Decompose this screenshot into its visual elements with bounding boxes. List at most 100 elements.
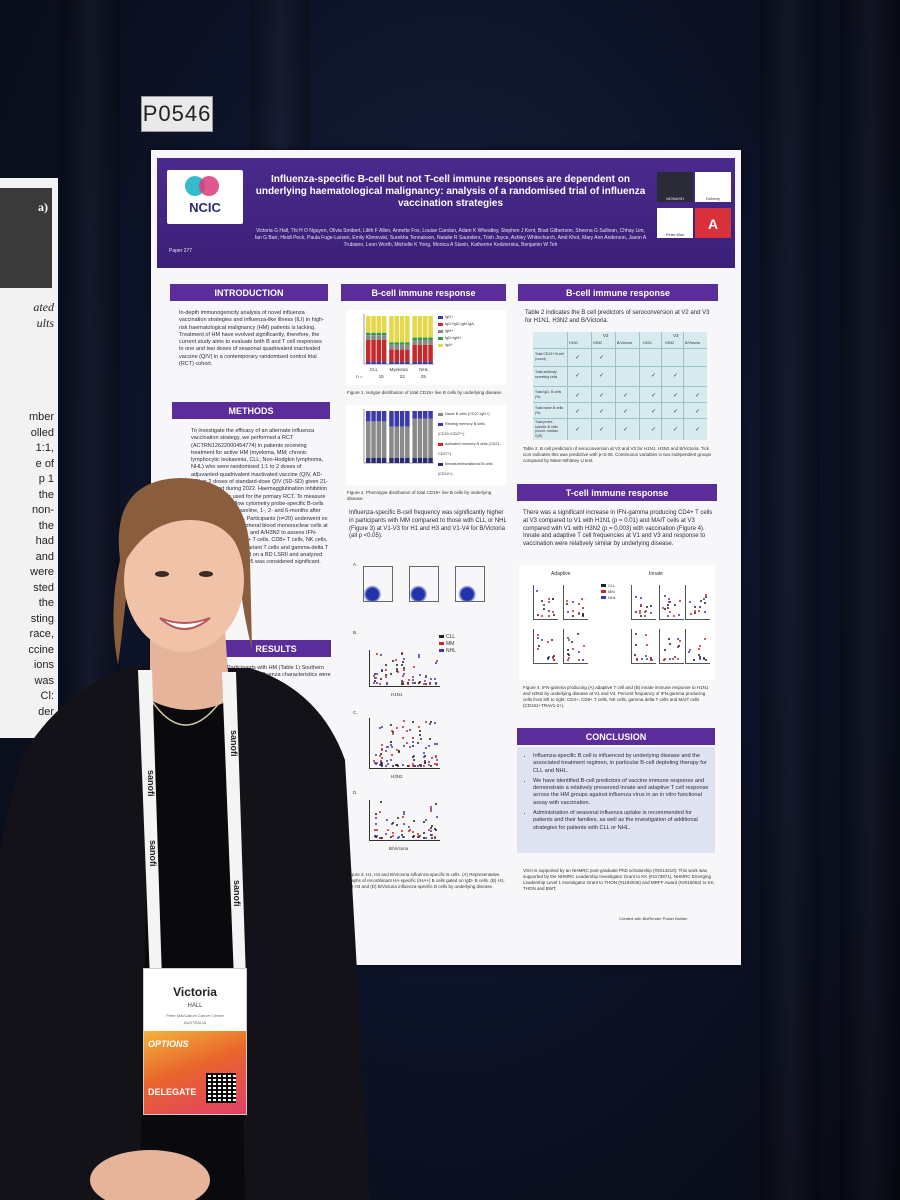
results-text: Participants with HM (Table 1) Southern … bbox=[227, 665, 331, 686]
scatter-point bbox=[411, 676, 414, 679]
scatter-point bbox=[423, 679, 426, 682]
scatter-point bbox=[547, 601, 550, 604]
table-rule bbox=[567, 332, 568, 440]
scatter-point bbox=[577, 633, 580, 636]
scatter-point bbox=[375, 828, 378, 831]
scatter-point bbox=[435, 815, 438, 818]
scatter-point bbox=[401, 737, 404, 740]
scatter-point bbox=[566, 600, 569, 603]
scatter-point bbox=[391, 660, 394, 663]
check-icon: ✓ bbox=[623, 427, 629, 433]
poster-title: Influenza-specific B-cell but not T-cell… bbox=[255, 174, 646, 209]
scatter-point bbox=[698, 658, 701, 661]
conference-badge: Victoria HALL Peter MacCallum Cancer Cen… bbox=[143, 968, 247, 1115]
scatter-point bbox=[380, 763, 383, 766]
panel-b-label: Innate bbox=[649, 571, 663, 577]
scatter-point bbox=[566, 602, 569, 605]
check-icon: ✓ bbox=[599, 355, 605, 361]
scatter-point bbox=[403, 836, 406, 839]
scatter-point bbox=[391, 764, 394, 767]
check-icon: ✓ bbox=[695, 393, 701, 399]
scatter-point bbox=[402, 744, 405, 747]
scatter-point bbox=[566, 636, 569, 639]
scatter-point bbox=[433, 721, 436, 724]
scatter-point bbox=[428, 764, 431, 767]
check-icon: ✓ bbox=[673, 373, 679, 379]
stacked-bar-segment bbox=[376, 340, 382, 362]
scatter-point bbox=[417, 836, 420, 839]
scatter-point bbox=[386, 818, 389, 821]
scatter-point bbox=[667, 607, 670, 610]
scatter-point bbox=[402, 719, 405, 722]
panel-d-scatter bbox=[369, 800, 440, 841]
stacked-bar-segment bbox=[417, 316, 423, 338]
scatter-point bbox=[703, 598, 706, 601]
scatter-point bbox=[386, 829, 389, 832]
table-row-label: Total antibody secreting cells bbox=[535, 370, 558, 379]
table-rule bbox=[661, 332, 662, 440]
table-rule bbox=[533, 386, 707, 387]
scatter-point bbox=[374, 673, 377, 676]
scatter-point bbox=[435, 756, 438, 759]
scatter-point bbox=[400, 663, 403, 666]
scatter-point bbox=[406, 741, 409, 744]
scatter-point bbox=[672, 657, 675, 660]
scatter-point bbox=[386, 745, 389, 748]
table-rule bbox=[533, 418, 707, 419]
scatter-point bbox=[430, 809, 433, 812]
scatter-point bbox=[424, 675, 427, 678]
mini-plot bbox=[563, 585, 588, 620]
scatter-point bbox=[378, 727, 381, 730]
scatter-point bbox=[677, 646, 680, 649]
scatter-point bbox=[418, 835, 421, 838]
scatter-point bbox=[428, 828, 431, 831]
lanyard-text: sanofi bbox=[229, 730, 239, 757]
scatter-point bbox=[412, 755, 415, 758]
stacked-bar-segment bbox=[412, 340, 417, 345]
check-icon: ✓ bbox=[575, 409, 581, 415]
figure-4-legend: CLL MM NHL bbox=[601, 583, 616, 601]
scatter-point bbox=[639, 611, 642, 614]
scatter-point bbox=[419, 733, 422, 736]
stacked-bar-segment bbox=[423, 361, 428, 364]
scatter-point bbox=[386, 763, 389, 766]
figure-2-legend: Naive B cells (CD27-IgD+) Resting memory… bbox=[438, 412, 501, 476]
research-poster: NCIC Paper 277 Influenza-specific B-cell… bbox=[151, 150, 741, 965]
scatter-point bbox=[433, 836, 436, 839]
table-col-header: H1N1 bbox=[569, 341, 578, 345]
scatter-point bbox=[411, 681, 414, 684]
stacked-bar-segment bbox=[376, 335, 382, 340]
scatter-point bbox=[400, 682, 403, 685]
neighbour-line: ults bbox=[36, 316, 54, 330]
stacked-bar-segment bbox=[371, 421, 376, 458]
stacked-bar-segment bbox=[412, 411, 417, 419]
scatter-point bbox=[547, 609, 550, 612]
scatter-point bbox=[385, 674, 388, 677]
badge-name: Victoria bbox=[173, 985, 217, 999]
scatter-point bbox=[395, 749, 398, 752]
scatter-point bbox=[542, 607, 545, 610]
table-col-header: H3N2 bbox=[593, 341, 602, 345]
scatter-point bbox=[400, 652, 403, 655]
check-icon: ✓ bbox=[599, 393, 605, 399]
stacked-bar-segment bbox=[428, 340, 433, 345]
scatter-point bbox=[688, 601, 691, 604]
scatter-point bbox=[634, 610, 637, 613]
sponsor-logo: Peter Mac bbox=[657, 208, 693, 238]
scatter-point bbox=[577, 612, 580, 615]
scatter-point bbox=[422, 756, 425, 758]
scatter-point bbox=[552, 614, 555, 617]
figure-1: IgG+ IgG+IgD-IgM-IgA- IgM+ IgD+IgM+ IgA+… bbox=[346, 310, 506, 385]
scatter-point bbox=[645, 605, 648, 608]
scatter-point bbox=[380, 757, 383, 760]
scatter-point bbox=[698, 644, 701, 647]
stacked-bar-segment bbox=[412, 316, 417, 338]
check-icon: ✓ bbox=[651, 393, 657, 399]
stacked-bar-segment bbox=[423, 418, 428, 458]
scatter-point bbox=[430, 806, 433, 809]
tcell-text: There was a significant increase in IFN-… bbox=[523, 510, 713, 548]
stacked-bar-segment bbox=[389, 457, 394, 463]
scatter-point bbox=[401, 661, 404, 664]
stacked-bar-segment bbox=[376, 411, 382, 422]
scatter-point bbox=[408, 728, 411, 731]
